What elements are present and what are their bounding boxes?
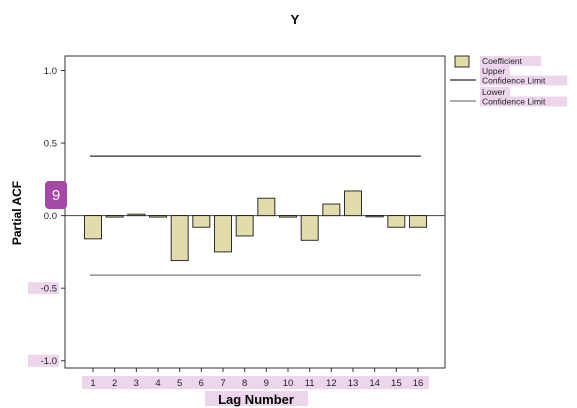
chart-title: Y	[291, 12, 300, 27]
bar-lag-16	[409, 215, 427, 228]
legend-label-highlight	[480, 56, 542, 66]
bar-lag-1	[84, 215, 102, 240]
legend-label: Upper	[482, 66, 505, 76]
x-tick-highlight	[82, 376, 429, 389]
x-tick-label-6: 6	[199, 378, 204, 389]
x-tick-label-3: 3	[134, 378, 139, 389]
x-tick-label-5: 5	[177, 378, 182, 389]
bar-lag-15	[387, 215, 406, 228]
x-tick-label-9: 9	[264, 378, 269, 389]
bar-lag-2	[105, 215, 124, 218]
x-tick-label-8: 8	[242, 378, 247, 389]
x-tick-label-15: 15	[391, 378, 402, 389]
x-tick-label-11: 11	[305, 378, 315, 389]
y-tick-highlight	[28, 354, 59, 367]
legend-label: Coefficient	[482, 56, 523, 66]
legend-swatch-coefficient	[454, 55, 470, 68]
bar-lag-3	[127, 213, 146, 217]
legend-label-highlight	[480, 87, 510, 97]
legend-label-highlight	[480, 66, 510, 76]
y-tick-label: 1.0	[44, 66, 57, 77]
x-tick-label-10: 10	[283, 378, 294, 389]
bar-lag-9	[257, 197, 276, 217]
y-tick-label: 0.0	[44, 211, 57, 222]
plot-frame	[64, 55, 446, 369]
x-tick-label-4: 4	[155, 378, 160, 389]
x-tick-label-14: 14	[369, 378, 380, 389]
y-tick-label: -1.0	[41, 356, 57, 367]
bar-lag-13	[344, 190, 362, 217]
legend-label-highlight	[480, 75, 568, 86]
x-tick-label-12: 12	[326, 378, 337, 389]
x-axis-label: Lag Number	[218, 392, 294, 407]
x-tick-label-2: 2	[112, 378, 117, 389]
x-tick-label-7: 7	[220, 378, 225, 389]
bar-lag-4	[149, 215, 167, 218]
legend-label: Confidence Limit	[482, 76, 546, 86]
x-axis-label-highlight	[205, 391, 308, 406]
bar-lag-5	[170, 215, 189, 262]
y-tick-label: 0.5	[44, 139, 57, 150]
y-tick-highlight	[28, 282, 59, 295]
x-tick-label-13: 13	[348, 378, 359, 389]
bar-lag-6	[192, 215, 211, 228]
x-tick-label-16: 16	[413, 378, 424, 389]
y-tick-label: -0.5	[41, 284, 57, 295]
legend-label-highlight	[480, 96, 568, 107]
y-axis-label: Partial ACF	[10, 181, 24, 245]
bar-lag-11	[300, 215, 319, 241]
legend-label: Confidence Limit	[482, 97, 546, 107]
annotation-badge: 9	[45, 181, 67, 209]
bar-lag-12	[322, 203, 341, 217]
x-tick-label-1: 1	[90, 378, 95, 389]
bar-lag-14	[365, 215, 384, 218]
legend-label: Lower	[482, 87, 505, 97]
bar-lag-10	[279, 215, 297, 218]
bar-lag-7	[214, 215, 232, 253]
bar-lag-8	[235, 215, 254, 237]
